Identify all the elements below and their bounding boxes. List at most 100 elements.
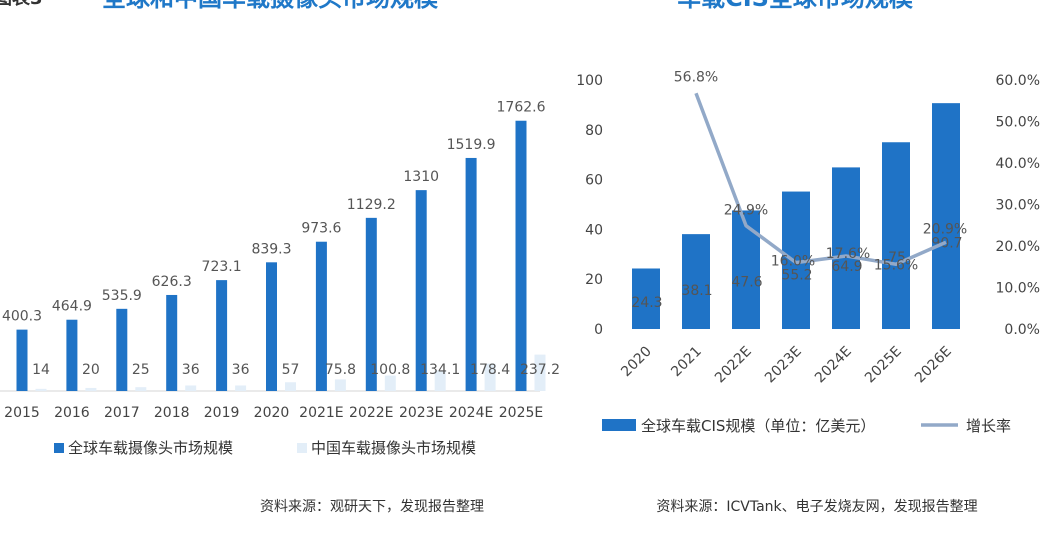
chart1-bar-china-2021E [334, 379, 346, 391]
chart1-bar-china-2018 [185, 385, 197, 391]
chart1-legend-label-global: 全球车载摄像头市场规模 [68, 439, 233, 457]
chart1-bar-china-2020 [285, 382, 296, 391]
chart1-label-global-2018: 626.3 [152, 274, 192, 290]
chart1-xtick-2021E: 2021E [299, 405, 343, 421]
chart1-xtick-2018: 2018 [154, 405, 190, 421]
chart1-label-global-2022E: 1129.2 [347, 197, 396, 213]
chart1-bar-global-2021E [315, 241, 327, 391]
chart1-label-global-2019: 723.1 [202, 259, 242, 275]
chart1-bar-china-2024E [484, 363, 496, 391]
chart2-xtick-2021: 2021 [668, 344, 705, 381]
chart1-label-global-2015: 400.3 [2, 309, 42, 325]
chart2-ytick-right-0.0%: 0.0% [1004, 322, 1040, 338]
chart1-bar-global-2022E [365, 217, 377, 391]
chart2-bar-2026E [932, 103, 960, 329]
chart1-bar-global-2020 [266, 262, 277, 391]
chart2-ytick-left-60: 60 [585, 173, 603, 189]
chart1-label-global-2023E: 1310 [403, 169, 439, 185]
chart2-bar-2025E [882, 142, 910, 329]
chart2-ytick-left-80: 80 [585, 123, 603, 139]
chart1-legend-swatch-china [297, 443, 307, 453]
chart1-label-china-2025E: 237.2 [520, 362, 560, 378]
chart2-xtick-2024E: 2024E [812, 344, 855, 387]
chart1-bar-global-2016 [66, 319, 78, 391]
chart1-xtick-2020: 2020 [254, 405, 290, 421]
chart2-growth-line [694, 92, 947, 267]
chart1-source: 资料来源：观研天下，发现报告整理 [260, 499, 484, 515]
chart1-bar-china-2022E [384, 375, 396, 391]
figure-label: 图表3 [0, 0, 43, 9]
chart2-ytick-left-20: 20 [585, 272, 603, 288]
chart1-xtick-2016: 2016 [54, 405, 90, 421]
chart2-bar-label-2022E: 47.6 [731, 274, 762, 290]
chart1-label-global-2020: 839.3 [251, 241, 291, 257]
chart1-label-global-2017: 535.9 [102, 288, 142, 304]
chart2-ytick-right-10.0%: 10.0% [996, 281, 1040, 297]
chart1-label-global-2024E: 1519.9 [447, 137, 496, 153]
chart2-xtick-2023E: 2023E [762, 344, 805, 387]
chart2-bar-2022E [732, 210, 760, 329]
chart2-ytick-right-30.0%: 30.0% [996, 198, 1040, 214]
chart2-title: 车载CIS全球市场规模 [677, 0, 914, 12]
chart1-bar-china-2023E [434, 370, 446, 391]
chart1-xtick-2025E: 2025E [499, 405, 543, 421]
chart2-ytick-left-0: 0 [594, 322, 603, 338]
chart1-xtick-2024E: 2024E [449, 405, 493, 421]
chart2-bar-label-2021: 38.1 [681, 283, 712, 299]
chart2-legend-swatch-bar [602, 419, 636, 431]
chart2-bar-label-2024E: 64.9 [831, 259, 862, 275]
chart2-ytick-right-40.0%: 40.0% [996, 156, 1040, 172]
chart1-label-china-2017: 25 [132, 362, 150, 378]
chart1-bar-global-2019 [216, 280, 228, 391]
chart1-label-global-2021E: 973.6 [301, 221, 341, 237]
chart1-label-china-2024E: 178.4 [470, 362, 510, 378]
chart2-growth-label-2025E: 15.6% [874, 257, 918, 273]
chart2-bar-label-2023E: 55.2 [781, 268, 812, 284]
chart1-label-china-2015: 14 [32, 362, 50, 378]
chart1-label-china-2021E: 75.8 [325, 362, 356, 378]
chart1-xtick-2019: 2019 [204, 405, 240, 421]
chart1-legend-label-china: 中国车载摄像头市场规模 [311, 439, 476, 457]
chart2-bar-2021 [682, 234, 710, 329]
chart2-plot: 0 20 40 60 80 100 0.0% 10.0% 20.0% 30.0% 40.0% 50.0… [576, 69, 1040, 435]
chart2-growth-label-2024E: 17.6% [826, 246, 870, 262]
chart1-bar-china-2025E [534, 354, 546, 391]
chart2-bar-label-2020: 24.3 [631, 295, 662, 311]
chart2-growth-label-2022E: 24.9% [724, 203, 768, 219]
chart1-legend-swatch-global [54, 443, 64, 453]
chart1-title: 全球和中国车载摄像头市场规模 [101, 0, 439, 12]
chart1-bar-global-2025E [515, 120, 527, 391]
chart2-legend-label-bar: 全球车载CIS规模（单位：亿美元） [641, 417, 875, 435]
chart1-label-global-2025E: 1762.6 [497, 100, 546, 116]
chart2-xtick-2026E: 2026E [912, 344, 955, 387]
chart2-ytick-right-20.0%: 20.0% [996, 239, 1040, 255]
chart2-growth-label-2021: 56.8% [674, 69, 718, 85]
chart1-bar-global-2015 [16, 329, 28, 391]
chart1-bar-global-2017 [116, 308, 128, 391]
chart1-xtick-2022E: 2022E [349, 405, 393, 421]
chart1-xtick-2015: 2015 [4, 405, 40, 421]
chart2-source: 资料来源：ICVTank、电子发烧友网，发现报告整理 [656, 499, 977, 515]
chart2-xtick-2025E: 2025E [862, 344, 905, 387]
chart1-xtick-2023E: 2023E [399, 405, 443, 421]
chart2-ytick-right-50.0%: 50.0% [996, 115, 1040, 131]
chart2-bar-label-2026E: 90.7 [931, 236, 962, 252]
chart1-label-china-2023E: 134.1 [420, 362, 460, 378]
chart1-label-china-2016: 20 [82, 362, 100, 378]
chart2-ytick-left-40: 40 [585, 222, 603, 238]
chart2-bar-2024E [832, 167, 860, 329]
chart1-bar-china-2017 [135, 387, 147, 391]
chart2-growth-label-2023E: 16.0% [771, 254, 815, 270]
chart2-ytick-right-60.0%: 60.0% [996, 73, 1040, 89]
chart2-xtick-2022E: 2022E [712, 344, 755, 387]
chart1-plot: 400.3 14 2015 464.9 20 2016 535.9 25 2017 626.3 36… [0, 100, 560, 457]
chart1-bar-china-2019 [235, 385, 247, 391]
chart1-bar-global-2024E [465, 157, 477, 391]
chart1-bar-china-2015 [35, 388, 47, 391]
chart2-xtick-2020: 2020 [618, 344, 655, 381]
chart1-label-global-2016: 464.9 [52, 299, 92, 315]
chart2-ytick-left-100: 100 [576, 73, 603, 89]
chart1-label-china-2020: 57 [282, 362, 300, 378]
chart1-bar-global-2018 [166, 294, 178, 391]
chart2-bar-2020 [632, 268, 660, 329]
